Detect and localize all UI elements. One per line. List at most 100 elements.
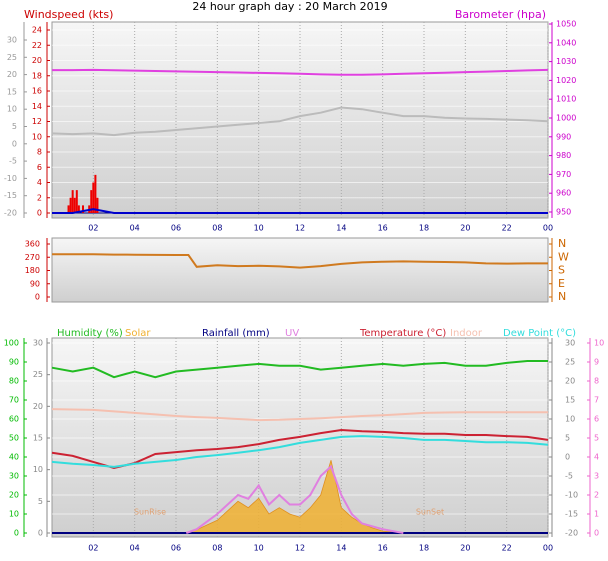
y3-tick-label: -5 [565,472,573,481]
y3-tick-label: 0 [12,139,17,148]
y2-tick-label: N [558,290,566,303]
y2-tick-label: 1030 [556,57,576,66]
y-tick-label: 90 [9,358,19,367]
bar [73,197,76,213]
bar [71,190,74,213]
y-axis-title: Windspeed (kts) [24,8,113,21]
y-tick-label: 60 [9,415,19,424]
x-tick-label: 08 [212,224,222,233]
y3-tick-label: 10 [7,105,17,114]
x-tick-label: 16 [378,224,388,233]
y4-tick-label: 7 [594,396,599,405]
legend-label: Temperature (°C) [359,328,446,339]
y4-tick-label: 3 [594,472,599,481]
y2-tick-label: 970 [556,170,571,179]
y-tick-label: 2 [37,193,42,202]
y2-tick-label: 950 [556,208,571,217]
y-tick-label: 22 [32,41,42,50]
y-tick-label: 70 [9,396,19,405]
y-tick-label: 12 [32,117,42,126]
y3-tick-label: 5 [12,122,17,131]
y-tick-label: 20 [32,56,42,65]
y-tick-label: 0 [14,529,19,538]
x-tick-label: 06 [171,224,181,233]
bar [94,174,97,213]
y3-tick-label: -15 [565,510,578,519]
y-tick-label: 0 [35,293,40,302]
x-tick-label: 10 [254,224,264,233]
x-tick-label: 06 [171,544,181,553]
bar [92,182,95,213]
y-tick-label: 14 [32,102,42,111]
legend-label: Dew Point (°C) [503,328,576,339]
y-tick-label: 24 [32,26,42,35]
annotation: SunRise [134,508,166,517]
line [185,464,404,534]
x-tick-label: 14 [336,224,346,233]
x-tick-label: 14 [336,544,346,553]
y2-tick-label: 1020 [556,76,576,85]
x-tick-label: 20 [460,224,470,233]
y-tick-label: 80 [9,377,19,386]
y-tick-label: 50 [9,434,19,443]
y3-tick-label: 25 [7,53,17,62]
y3-tick-label: -20 [4,209,17,218]
y2-tick-label: 30 [33,339,43,348]
y4-tick-label: 5 [594,434,599,443]
y2-tick-label: 990 [556,132,571,141]
legend-label: Humidity (%) [57,328,123,339]
line [51,360,548,379]
y3-tick-label: -5 [9,157,17,166]
y-tick-label: 4 [37,178,42,187]
x-tick-label: 00 [543,224,553,233]
x-tick-label: 00 [543,544,553,553]
y2-tick-label: 25 [33,370,43,379]
y3-tick-label: 25 [565,358,575,367]
bar [75,190,78,213]
line [51,106,549,137]
y4-tick-label: 2 [594,491,599,500]
y2-tick-label: 1000 [556,114,576,123]
x-tick-label: 16 [378,544,388,553]
y3-tick-label: -15 [4,191,17,200]
y2-tick-label: 1040 [556,38,576,47]
line [51,435,549,468]
bar [77,205,80,213]
y2-tick-label: E [558,277,565,290]
y-tick-label: 100 [4,339,19,348]
y3-tick-label: -20 [565,529,578,538]
x-tick-label: 18 [419,224,429,233]
x-tick-label: 04 [130,224,140,233]
y-tick-label: 180 [25,266,40,275]
y2-tick-label: W [558,250,569,263]
x-tick-label: 10 [254,544,264,553]
y-tick-label: 16 [32,87,42,96]
x-tick-label: 02 [88,544,98,553]
plot-background [51,237,549,303]
chart-title: 24 hour graph day : 20 March 2019 [192,0,387,13]
y-tick-label: 270 [25,253,40,262]
y-tick-label: 0 [37,209,42,218]
y4-tick-label: 10 [594,339,604,348]
x-tick-label: 22 [502,224,512,233]
annotation: SunSet [416,508,444,517]
x-tick-label: 18 [419,544,429,553]
y3-tick-label: 10 [565,415,575,424]
y2-axis-title: Barometer (hpa) [455,8,546,21]
bar [96,197,99,213]
legend-label: Rainfall (mm) [202,328,270,339]
y2-tick-label: 1050 [556,20,576,29]
y2-tick-label: 10 [33,465,43,474]
y2-tick-label: 960 [556,189,571,198]
y-tick-label: 360 [25,240,40,249]
y2-tick-label: 15 [33,434,43,443]
legend-label: Solar [125,328,151,339]
bar [90,190,93,213]
plot-background [51,21,549,219]
y4-tick-label: 4 [594,453,599,462]
y2-tick-label: 1010 [556,95,576,104]
y3-tick-label: 15 [565,396,575,405]
y4-tick-label: 1 [594,510,599,519]
y3-tick-label: -10 [4,174,17,183]
